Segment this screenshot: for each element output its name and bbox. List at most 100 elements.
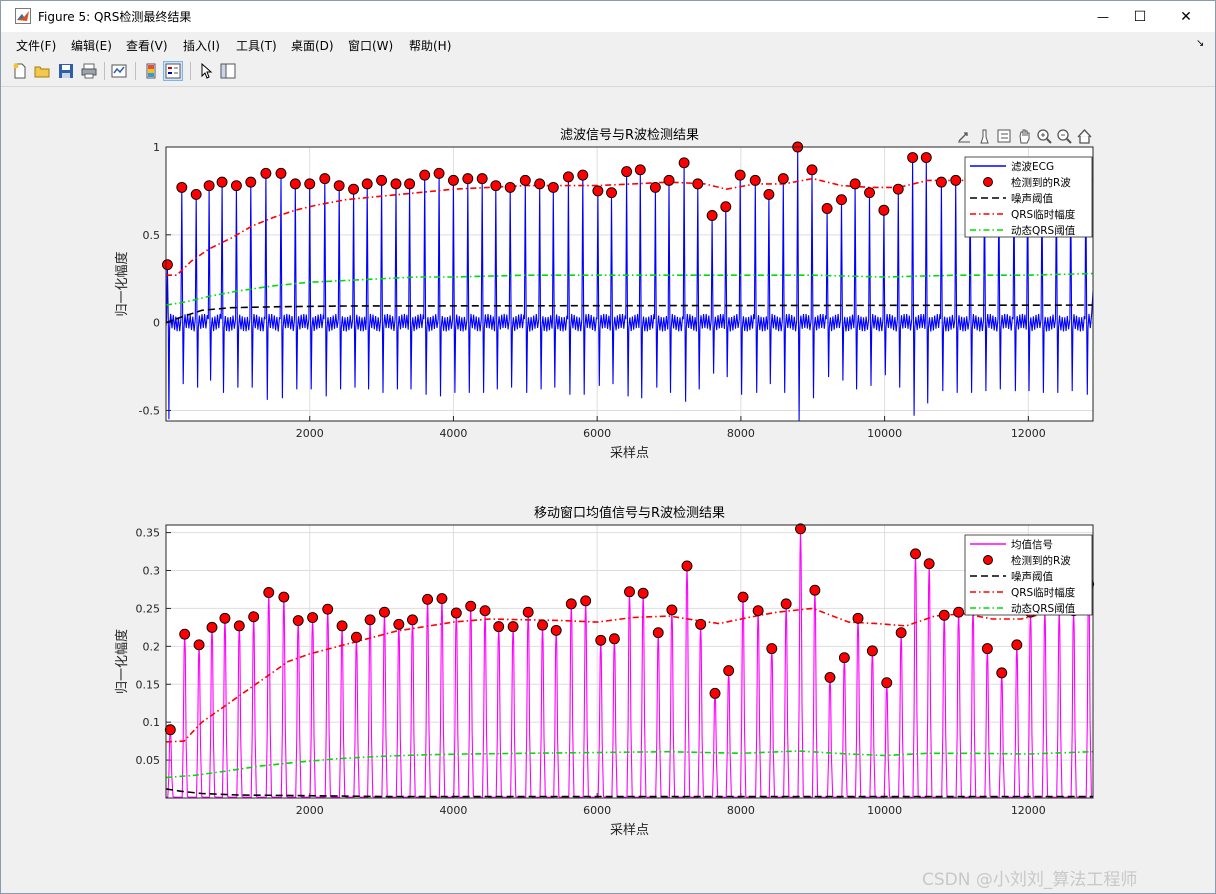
y-tick-label: 0.25 [136,602,161,615]
r-peak-marker [795,523,806,535]
r-peak-marker [203,180,215,192]
y-tick-label: 1 [153,141,160,154]
r-peak-marker [621,166,633,178]
r-peak-marker [260,167,272,179]
export-icon[interactable] [956,128,973,145]
r-peak-marker [752,605,764,617]
r-peak-marker [849,178,861,190]
r-peak-marker [720,201,732,213]
r-peak-marker [723,665,735,677]
r-peak-marker [836,194,847,206]
x-tick-label: 6000 [583,427,611,440]
property-inspector-icon[interactable] [218,61,238,81]
r-peak-marker [649,181,661,193]
r-peak-marker [695,618,707,630]
menu-tools[interactable]: 工具(T) [236,39,277,53]
legend-label: 动态QRS阈值 [1011,224,1076,237]
minimize-button[interactable]: — [1080,1,1126,32]
open-file-icon[interactable] [32,61,52,81]
r-peak-marker [666,604,678,616]
menu-insert[interactable]: 插入(I) [183,39,220,53]
legend-label: 动态QRS阈值 [1011,602,1076,615]
close-button[interactable]: ✕ [1163,1,1209,32]
y-tick-label: 0.3 [143,565,161,578]
r-peak-marker [490,180,502,192]
figure-canvas: 2000 4000 6000 8000 10000 12000 -0.5 0 0.5 1 滤波信号与… [9,87,1209,891]
qrs-amplitude-line [166,607,1093,743]
link-plot-icon[interactable] [109,61,129,81]
plot-series [166,528,1093,798]
r-peak-marker [534,178,546,190]
data-tips-icon[interactable] [996,128,1013,145]
plot-area [166,147,1093,421]
menu-file[interactable]: 文件(F) [16,39,57,53]
r-peak-marker [709,687,721,699]
menu-help[interactable]: 帮助(H) [409,39,452,53]
legend-marker-swatch [983,177,993,187]
edit-plot-arrow-icon[interactable] [196,61,216,81]
axes-frame [165,146,1094,422]
menu-desktop[interactable]: 桌面(D) [291,39,334,53]
r-peak-marker [447,174,459,186]
r-peak-marker [193,639,205,651]
r-peak-marker [289,178,301,190]
r-peak-marker [164,724,176,736]
dynamic-qrs-threshold-line [166,750,1093,779]
r-peak-marker [307,612,319,623]
pan-icon[interactable] [1016,128,1033,145]
insert-legend-icon[interactable] [163,61,183,81]
r-peak-marker [393,618,405,630]
r-peak-marker [624,586,635,598]
zoom-out-icon[interactable] [1056,128,1073,145]
save-icon[interactable] [56,61,76,81]
r-peak-marker [950,174,962,186]
toolbar-separator [104,62,105,80]
r-peak-marker [419,169,431,181]
maximize-button[interactable]: ☐ [1117,1,1163,32]
close-icon: ✕ [1180,8,1192,25]
insert-colorbar-icon[interactable] [141,61,161,81]
r-peak-marker [493,621,505,633]
r-peak-marker [706,210,718,221]
r-peak-marker [364,614,376,626]
r-peak-marker [1011,639,1023,651]
r-peak-marker [292,615,304,626]
legend-marker-swatch [983,555,993,565]
home-icon[interactable] [1076,128,1093,145]
r-peak-marker [336,620,348,632]
r-peak-marker [592,185,604,197]
r-peak-marker [920,152,932,163]
r-peak-marker [547,181,559,193]
print-icon[interactable] [79,61,99,81]
r-peak-marker [809,584,821,596]
title-bar[interactable]: Figure 5: QRS检测最终结果 — ☐ ✕ [1,1,1215,32]
dock-arrow-icon[interactable]: ↘ [1196,38,1205,49]
r-peak-marker [216,176,228,188]
r-peak-marker [821,203,833,214]
r-peak-marker [161,259,173,271]
chart-1: 2000 4000 6000 8000 10000 12000 -0.5 0 0.5 1 滤波信号与… [114,128,1094,461]
x-tick-label: 8000 [727,427,755,440]
r-peak-marker [777,173,789,185]
zoom-in-icon[interactable] [1036,128,1053,145]
menu-view[interactable]: 查看(V) [126,39,168,53]
r-peak-marker [433,167,445,179]
brush-icon[interactable] [976,128,993,145]
r-peak-marker [519,174,531,186]
r-peak-marker [652,627,664,639]
r-peak-marker [550,624,562,636]
r-peak-marker [263,587,275,598]
menu-edit[interactable]: 编辑(E) [71,39,112,53]
new-figure-icon[interactable] [10,61,30,81]
x-tick-label: 12000 [1011,427,1046,440]
menu-window[interactable]: 窗口(W) [348,39,394,53]
r-peak-marker [996,667,1008,679]
x-tick-label: 4000 [439,804,467,817]
r-peak-marker [681,560,693,572]
y-tick-label: 0.05 [136,754,161,767]
legend-label: QRS临时幅度 [1011,208,1076,221]
r-peak-marker [895,627,907,639]
window-title: Figure 5: QRS检测最终结果 [38,10,192,24]
r-peak-marker [450,607,462,619]
r-peak-marker [322,603,334,615]
